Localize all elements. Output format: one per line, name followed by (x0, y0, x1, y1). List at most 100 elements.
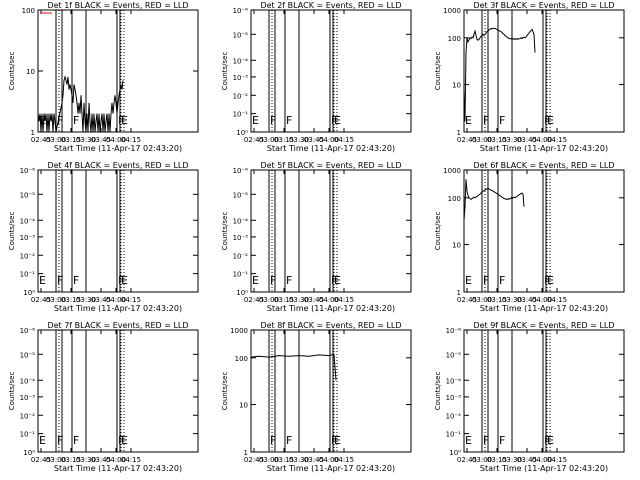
x-tick-label: 04:15 (547, 296, 567, 304)
x-axis-label: Start Time (11-Apr-17 02:43:20) (54, 464, 182, 473)
y-tick-label: 10⁻¹ (20, 271, 36, 279)
y-tick-label: 10⁻³ (20, 394, 36, 402)
y-tick-label: 10⁻² (446, 412, 462, 420)
flag-marker: F (118, 274, 124, 287)
x-tick-label: 03:30 (76, 456, 96, 464)
y-tick-label: 10⁰ (23, 449, 35, 457)
x-tick-label: 02:45 (244, 136, 264, 144)
flag-marker: F (118, 114, 124, 127)
flag-marker: F (73, 434, 79, 447)
flag-marker: E (547, 434, 554, 447)
flag-marker: E (121, 274, 128, 287)
y-axis-label: Counts/sec (8, 52, 16, 91)
y-tick-label: 10⁻⁶ (233, 167, 249, 175)
y-tick-label: 10⁻¹ (446, 431, 462, 439)
y-tick-label: 10⁻⁵ (446, 351, 462, 359)
y-tick-label: 10⁻⁴ (20, 217, 36, 225)
x-tick-label: 04:00 (532, 456, 552, 464)
y-tick-label: 10⁰ (23, 289, 35, 297)
flag-marker: E (334, 434, 341, 447)
y-tick-label: 10⁻⁶ (233, 7, 249, 15)
flag-marker: F (499, 274, 505, 287)
x-tick-label: 04:15 (121, 456, 141, 464)
x-tick-label: 03:30 (289, 136, 309, 144)
y-tick-label: 10⁻³ (446, 394, 462, 402)
x-tick-label: 03:45 (91, 296, 111, 304)
y-tick-label: 10 (452, 242, 461, 250)
x-tick-label: 03:00 (259, 296, 279, 304)
y-tick-label: 10⁻⁵ (233, 31, 249, 39)
flag-marker: F (331, 274, 337, 287)
x-tick-label: 03:15 (274, 136, 294, 144)
detector-panel-5: Det 5f BLACK = Events, RED = LLD02:4503:… (221, 161, 412, 313)
x-tick-label: 03:45 (517, 456, 537, 464)
y-axis-label: Counts/sec (434, 52, 442, 91)
y-tick-label: 10⁻² (20, 252, 36, 260)
flag-marker: F (270, 114, 276, 127)
y-tick-label: 100 (235, 355, 248, 363)
flag-marker: F (57, 114, 63, 127)
y-axis-label: Counts/sec (8, 372, 16, 411)
x-tick-label: 02:45 (457, 136, 477, 144)
flag-marker: F (270, 434, 276, 447)
flag-marker: F (544, 434, 550, 447)
flag-marker: F (331, 114, 337, 127)
x-tick-label: 04:00 (319, 456, 339, 464)
x-tick-label: 03:30 (289, 456, 309, 464)
y-tick-label: 1000 (443, 167, 461, 175)
x-tick-label: 03:45 (91, 456, 111, 464)
flag-marker: F (286, 434, 292, 447)
panel-title: Det 7f BLACK = Events, RED = LLD (47, 321, 188, 330)
y-tick-label: 10⁻² (233, 92, 249, 100)
y-tick-label: 1000 (230, 327, 248, 335)
x-tick-label: 03:15 (61, 136, 81, 144)
x-tick-label: 04:00 (106, 136, 126, 144)
flag-marker: E (121, 114, 128, 127)
x-tick-label: 03:45 (517, 296, 537, 304)
plot-frame (463, 169, 625, 293)
y-tick-label: 10⁻³ (20, 234, 36, 242)
flag-marker: F (499, 434, 505, 447)
plot-frame (37, 169, 199, 293)
y-tick-label: 10⁰ (236, 129, 248, 137)
detector-panel-6: Det 6f BLACK = Events, RED = LLD02:4503:… (434, 161, 625, 313)
detector-panel-9: Det 9f BLACK = Events, RED = LLD 02:45 03:… (434, 321, 625, 473)
panel-title: Det 6f BLACK = Events, RED = LLD (473, 161, 614, 170)
x-tick-label: 03:00 (46, 296, 66, 304)
y-axis-label: Counts/sec (221, 372, 229, 411)
x-tick-label: 04:00 (106, 456, 126, 464)
panel-title: Det 4f BLACK = Events, RED = LLD (47, 161, 188, 170)
x-tick-label: 03:15 (487, 296, 507, 304)
y-axis-label: Counts/sec (221, 52, 229, 91)
flag-marker: E (465, 274, 472, 287)
y-tick-label: 10⁻⁴ (233, 217, 249, 225)
detector-panel-1: Det 1f BLACK = Events, RED = LLD02:4503:… (8, 1, 199, 153)
y-tick-label: 10⁻⁵ (20, 191, 36, 199)
x-tick-label: 04:00 (106, 296, 126, 304)
x-tick-label: 04:00 (319, 136, 339, 144)
series-line-events (463, 27, 536, 122)
x-tick-label: 03:15 (487, 456, 507, 464)
x-axis-label: Start Time (11-Apr-17 02:43:20) (480, 144, 608, 153)
detector-panel-2: Det 2f BLACK = Events, RED = LLD02:4503:… (221, 1, 412, 153)
x-tick-label: 04:00 (532, 296, 552, 304)
flag-marker: F (73, 114, 79, 127)
x-axis-label: Start Time (11-Apr-17 02:43:20) (480, 464, 608, 473)
x-tick-label: 02:45 (457, 456, 477, 464)
y-tick-label: 100 (448, 195, 461, 203)
x-tick-label: 04:00 (319, 296, 339, 304)
x-tick-label: 02:45 (244, 296, 264, 304)
x-tick-label: 03:00 (472, 296, 492, 304)
y-tick-label: 10 (26, 68, 35, 76)
y-axis-label: Counts/sec (221, 212, 229, 251)
flag-marker: F (544, 114, 550, 127)
y-axis-label: Counts/sec (434, 212, 442, 251)
plot-frame (250, 169, 412, 293)
flag-marker: E (252, 274, 259, 287)
flag-marker: E (334, 114, 341, 127)
x-tick-label: 03:30 (502, 456, 522, 464)
panel-title: Det 9f BLACK = Events, RED = LLD (473, 321, 614, 330)
x-tick-label: 04:15 (121, 296, 141, 304)
x-tick-label: 04:15 (334, 296, 354, 304)
series-line-events (250, 353, 337, 381)
